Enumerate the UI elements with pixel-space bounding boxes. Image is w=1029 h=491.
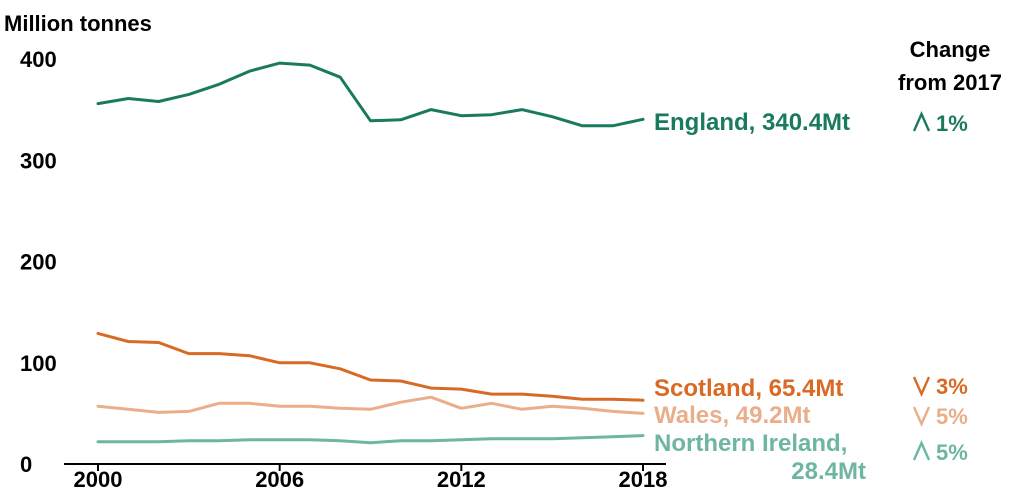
x-tick-label-2012: 2012 bbox=[437, 467, 486, 491]
x-tick-label-2006: 2006 bbox=[255, 467, 304, 491]
y-tick-label-400: 400 bbox=[20, 47, 57, 72]
y-axis-label: Million tonnes bbox=[4, 11, 152, 36]
y-tick-labels: 0 100 200 300 400 bbox=[20, 47, 57, 477]
change-value-scotland: 3% bbox=[936, 374, 968, 399]
x-tick-label-2018: 2018 bbox=[619, 467, 668, 491]
chevron-down-icon-scotland bbox=[912, 376, 931, 397]
y-tick-label-100: 100 bbox=[20, 351, 57, 376]
change-value-northern-ireland: 5% bbox=[936, 440, 968, 465]
chevron-down-icon-wales bbox=[912, 406, 931, 427]
series-line-scotland bbox=[96, 331, 645, 402]
series-line-england bbox=[96, 61, 645, 128]
y-tick-label-0: 0 bbox=[20, 452, 32, 477]
x-tick-labels: 2000 2006 2012 2018 bbox=[74, 464, 668, 491]
change-value-wales: 5% bbox=[936, 404, 968, 429]
change-header-line1: Change bbox=[910, 37, 991, 62]
change-value-england: 1% bbox=[936, 111, 968, 136]
y-tick-label-200: 200 bbox=[20, 250, 57, 275]
x-tick-label-2000: 2000 bbox=[74, 467, 123, 491]
change-indicators: 1% 3% 5% 5% bbox=[912, 111, 968, 465]
chevron-up-icon-northern-ireland bbox=[912, 440, 931, 461]
series-line-northern-ireland bbox=[96, 434, 645, 445]
series-label-northern-ireland-line2: 28.4Mt bbox=[791, 458, 866, 485]
series-line-wales bbox=[96, 395, 645, 415]
series-label-scotland: Scotland, 65.4Mt bbox=[654, 375, 843, 402]
change-header-line2: from 2017 bbox=[898, 70, 1002, 95]
series-label-wales: Wales, 49.2Mt bbox=[654, 402, 811, 429]
series-lines bbox=[96, 61, 645, 445]
series-label-england: England, 340.4Mt bbox=[654, 109, 850, 136]
series-label-northern-ireland-line1: Northern Ireland, bbox=[654, 430, 847, 457]
chevron-up-icon-england bbox=[912, 111, 931, 132]
y-tick-label-300: 300 bbox=[20, 148, 57, 173]
